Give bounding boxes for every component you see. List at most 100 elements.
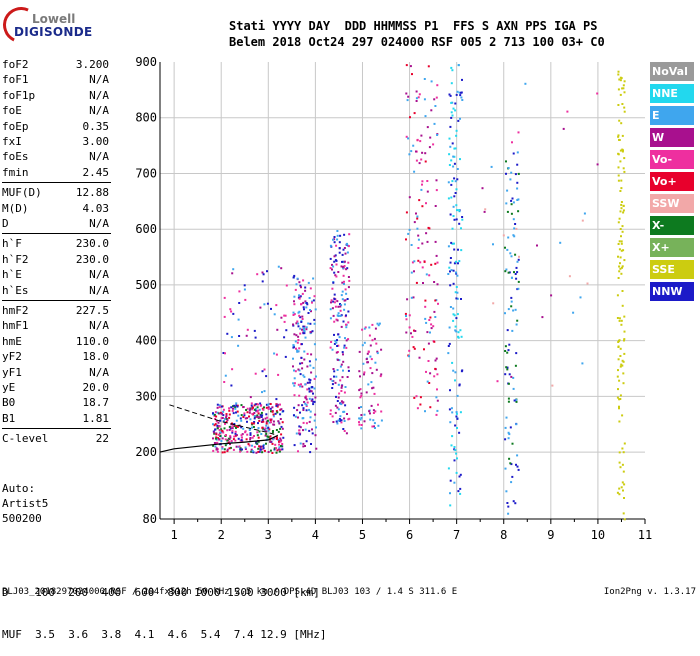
echo-point bbox=[617, 88, 620, 91]
echo-point bbox=[220, 428, 223, 431]
echo-point bbox=[332, 300, 335, 303]
echo-point bbox=[256, 273, 259, 276]
echo-point bbox=[334, 274, 337, 277]
echo-point bbox=[416, 407, 419, 410]
echo-point bbox=[618, 240, 621, 243]
echo-point bbox=[623, 518, 626, 521]
echo-point bbox=[616, 317, 619, 319]
param-label: foEs bbox=[2, 150, 29, 164]
echo-point bbox=[343, 346, 346, 349]
echo-point bbox=[413, 112, 416, 115]
echo-point bbox=[424, 160, 427, 163]
echo-point bbox=[347, 261, 350, 264]
echo-point bbox=[278, 440, 280, 443]
echo-point bbox=[238, 302, 241, 304]
echo-point bbox=[236, 410, 239, 413]
echo-point bbox=[452, 215, 455, 217]
echo-point bbox=[507, 431, 510, 434]
echo-point bbox=[369, 418, 372, 421]
echo-point bbox=[510, 203, 513, 206]
echo-point bbox=[278, 450, 281, 453]
echo-point bbox=[417, 259, 420, 262]
echo-point bbox=[228, 447, 231, 450]
param-label: h`Es bbox=[2, 283, 29, 297]
echo-point bbox=[618, 248, 621, 251]
echo-point bbox=[517, 210, 520, 213]
echo-point bbox=[436, 283, 439, 286]
echo-point bbox=[220, 440, 223, 442]
echo-point bbox=[261, 448, 264, 451]
echo-point bbox=[517, 198, 520, 201]
echo-point bbox=[455, 452, 458, 455]
echo-point bbox=[617, 70, 620, 73]
echo-point bbox=[269, 419, 272, 422]
y-tick-label: 300 bbox=[135, 389, 157, 403]
echo-point bbox=[216, 450, 219, 453]
echo-point bbox=[265, 420, 268, 423]
echo-point bbox=[303, 325, 306, 328]
echo-point bbox=[265, 413, 268, 416]
param-label: C-level bbox=[2, 432, 49, 446]
echo-point bbox=[515, 463, 517, 466]
echo-point bbox=[380, 419, 383, 422]
echo-point bbox=[424, 299, 427, 302]
echo-point bbox=[358, 370, 361, 373]
echo-point bbox=[342, 360, 345, 363]
param-row: C-level 22 bbox=[2, 432, 109, 447]
echo-point bbox=[266, 419, 269, 422]
echo-point bbox=[454, 147, 457, 150]
echo-point bbox=[272, 438, 275, 441]
echo-point bbox=[617, 152, 620, 155]
echo-point bbox=[447, 467, 450, 470]
echo-point bbox=[451, 69, 454, 72]
echo-point bbox=[407, 137, 410, 140]
echo-point bbox=[248, 444, 251, 447]
echo-point bbox=[296, 349, 299, 352]
echo-point bbox=[432, 143, 435, 146]
echo-point bbox=[507, 505, 510, 508]
echo-point bbox=[343, 283, 345, 285]
echo-point bbox=[251, 450, 254, 452]
echo-point bbox=[424, 305, 427, 308]
echo-point bbox=[340, 294, 343, 297]
echo-point bbox=[425, 273, 428, 276]
echo-point bbox=[514, 223, 517, 225]
echo-point bbox=[340, 265, 343, 268]
echo-point bbox=[216, 427, 219, 430]
echo-point bbox=[260, 411, 263, 414]
echo-point bbox=[451, 142, 454, 145]
echo-point bbox=[276, 403, 279, 406]
echo-point bbox=[618, 217, 621, 220]
echo-point bbox=[226, 419, 229, 422]
echo-point bbox=[303, 327, 306, 330]
echo-point bbox=[336, 400, 339, 402]
echo-point bbox=[298, 429, 301, 432]
echo-point bbox=[232, 405, 234, 408]
echo-point bbox=[506, 189, 509, 192]
echo-point bbox=[243, 284, 246, 287]
echo-point bbox=[366, 361, 369, 364]
echo-point bbox=[346, 251, 349, 254]
echo-point bbox=[254, 372, 257, 375]
echo-point bbox=[518, 255, 520, 258]
legend-item: SSE bbox=[650, 260, 694, 279]
echo-point bbox=[453, 162, 456, 165]
echo-point bbox=[275, 451, 278, 454]
echo-point bbox=[258, 419, 261, 422]
echo-point bbox=[240, 426, 243, 429]
echo-point bbox=[348, 417, 351, 420]
echo-point bbox=[435, 96, 438, 99]
echo-point bbox=[263, 428, 266, 431]
echo-point bbox=[359, 418, 362, 421]
echo-point bbox=[415, 97, 418, 100]
echo-point bbox=[339, 234, 342, 237]
echo-point bbox=[246, 407, 249, 410]
x-tick-label: 7 bbox=[453, 528, 460, 542]
echo-point bbox=[372, 409, 375, 412]
echo-point bbox=[369, 344, 372, 347]
echo-point bbox=[343, 308, 346, 311]
echo-point bbox=[266, 270, 268, 273]
echo-point bbox=[579, 296, 582, 299]
echo-point bbox=[312, 400, 315, 403]
echo-point bbox=[216, 403, 219, 406]
